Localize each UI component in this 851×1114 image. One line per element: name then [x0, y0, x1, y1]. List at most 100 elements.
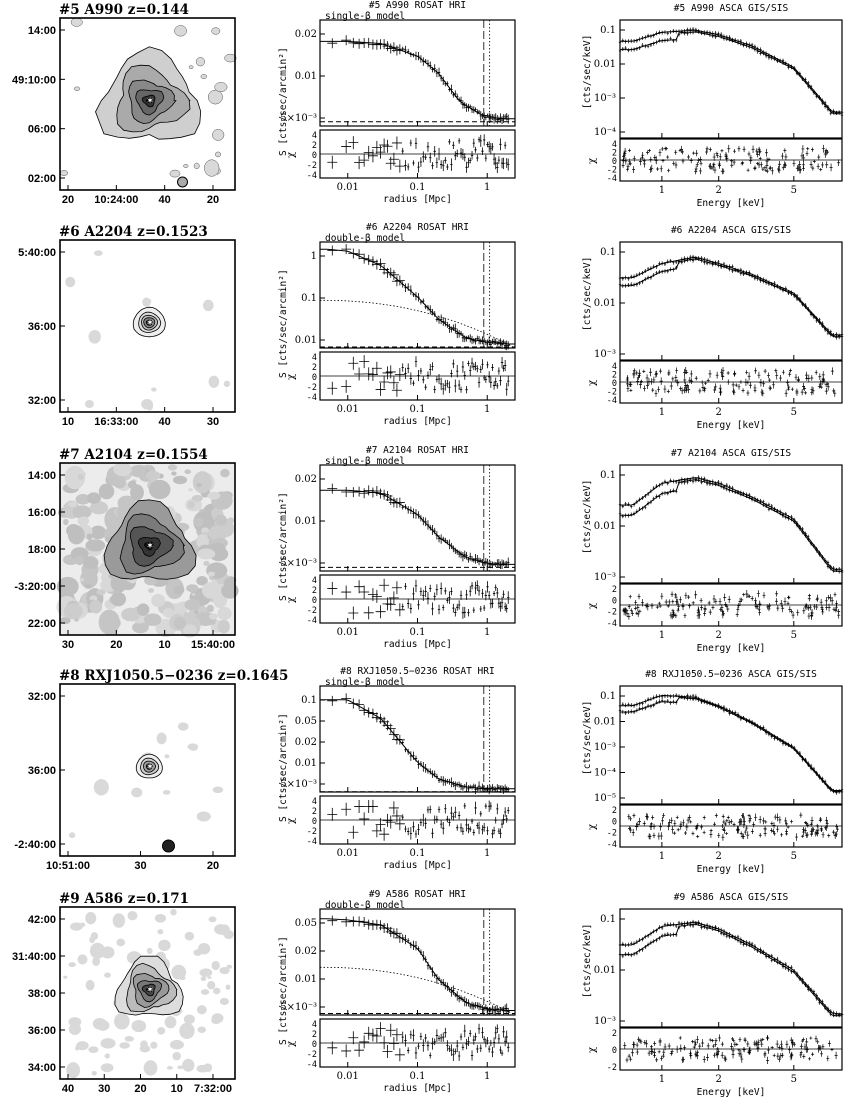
profile-datapoint	[452, 781, 455, 788]
profile-datapoint	[439, 776, 443, 783]
profile-datapoint	[457, 97, 461, 102]
spectrum-residual	[758, 601, 762, 607]
noise-blob	[182, 1058, 195, 1072]
profile-chitick-label: -2	[307, 827, 317, 837]
spectrum-residual	[636, 377, 640, 386]
noise-blob	[82, 556, 99, 570]
spectrum-residual	[743, 1038, 747, 1043]
profile-residual	[414, 830, 418, 838]
spectrum-chitick-label: 2	[612, 1029, 617, 1039]
model-label: double-β model	[325, 233, 405, 244]
ra-tick-label: 10	[62, 416, 74, 428]
profile-residual	[414, 356, 418, 368]
profile-datapoint	[404, 747, 407, 753]
spectrum-residual	[683, 1045, 687, 1051]
spectrum-xtick-label: 1	[659, 185, 665, 196]
spectrum-residual	[734, 383, 738, 387]
spectrum-datapoint	[627, 283, 630, 288]
noise-blob	[121, 607, 141, 622]
spectrum-residual	[653, 1041, 657, 1046]
spectrum-residual	[679, 386, 683, 391]
noise-blob	[170, 908, 177, 916]
spectrum-residual	[671, 599, 675, 604]
dec-tick-label: 49:10:00	[12, 74, 56, 86]
spectrum-model	[620, 477, 842, 570]
spectrum-residual	[746, 1040, 750, 1047]
profile-datapoint	[412, 940, 415, 950]
noise-blob	[76, 1041, 89, 1051]
profile-datapoint	[470, 785, 474, 790]
spectrum-residual	[694, 165, 698, 173]
spectrum-residual	[819, 598, 823, 606]
noise-blob	[100, 946, 115, 959]
spectrum-residual	[730, 162, 734, 168]
profile-datapoint	[435, 974, 439, 984]
spectrum-residual	[649, 368, 653, 377]
spectrum-residual	[714, 598, 718, 604]
profile-datapoint	[481, 783, 484, 791]
spectrum-residual	[679, 823, 683, 830]
spectrum-residual	[726, 815, 730, 820]
profile-datapoint	[359, 916, 370, 927]
profile-residual	[486, 826, 489, 836]
profile-datapoint	[435, 69, 439, 78]
spectrum-residual	[820, 1050, 824, 1057]
spectrum-residual	[742, 592, 746, 597]
spectrum-residual	[630, 611, 634, 617]
profile-datapoint	[417, 946, 420, 952]
profile-residual	[454, 379, 457, 393]
spectrum-residual	[682, 386, 686, 394]
profile-residual	[414, 579, 418, 593]
profile-residual	[375, 605, 386, 619]
spectrum-axes	[619, 19, 843, 139]
profile-residual	[404, 582, 407, 590]
spectrum-residual	[672, 161, 676, 166]
spectrum-ytick-label: 10⁻³	[594, 93, 616, 104]
profile-residual	[499, 375, 502, 386]
spectrum-residual	[775, 371, 779, 380]
profile-residual	[417, 823, 420, 836]
spectrum-residual	[721, 833, 725, 841]
noise-blob	[116, 938, 126, 947]
noise-blob	[212, 786, 224, 794]
profile-residual	[433, 146, 436, 157]
profile-residual	[431, 1037, 434, 1050]
profile-datapoint	[482, 785, 486, 793]
spectrum-residual	[821, 144, 825, 153]
spectrum-residual	[714, 1041, 718, 1047]
spectrum-residual	[651, 815, 655, 820]
spectrum-residual	[783, 162, 787, 169]
dec-tick-label: 32:00	[28, 691, 56, 703]
profile-datapoint	[450, 84, 453, 95]
spectrum-residual	[757, 161, 761, 169]
noise-blob	[219, 997, 229, 1005]
profile-datapoint	[452, 545, 455, 553]
spectrum-chitick-label: 4	[612, 140, 617, 150]
spectrum-residual	[664, 146, 668, 151]
noise-blob	[89, 600, 103, 614]
profile-xlabel: radius [Mpc]	[383, 194, 452, 205]
spectrum-residual	[700, 604, 704, 611]
profile-residual	[354, 1043, 365, 1057]
profile-residual	[404, 825, 407, 833]
profile-datapoint	[476, 1002, 479, 1009]
spectrum-residual	[688, 603, 692, 609]
spectrum-residual	[778, 816, 782, 824]
spectrum-residual	[671, 611, 675, 618]
profile-residual	[500, 356, 504, 369]
noise-blob	[200, 989, 210, 995]
spectrum-residual	[638, 609, 642, 613]
profile-datapoint	[494, 338, 497, 346]
cluster-row: #9 A586 z=0.171✶42:0031:40:0038:0036:003…	[12, 889, 844, 1098]
spectrum-residual	[735, 612, 739, 618]
profile-residual	[474, 146, 477, 153]
spectrum-residual	[795, 390, 799, 396]
spectrum-residual	[741, 388, 745, 393]
spectrum-residual	[781, 604, 785, 613]
profile-datapoint	[348, 37, 359, 48]
profile-chitick-label: 4	[312, 353, 317, 363]
spectrum-residual	[833, 831, 837, 839]
spectrum-residual	[764, 148, 768, 157]
